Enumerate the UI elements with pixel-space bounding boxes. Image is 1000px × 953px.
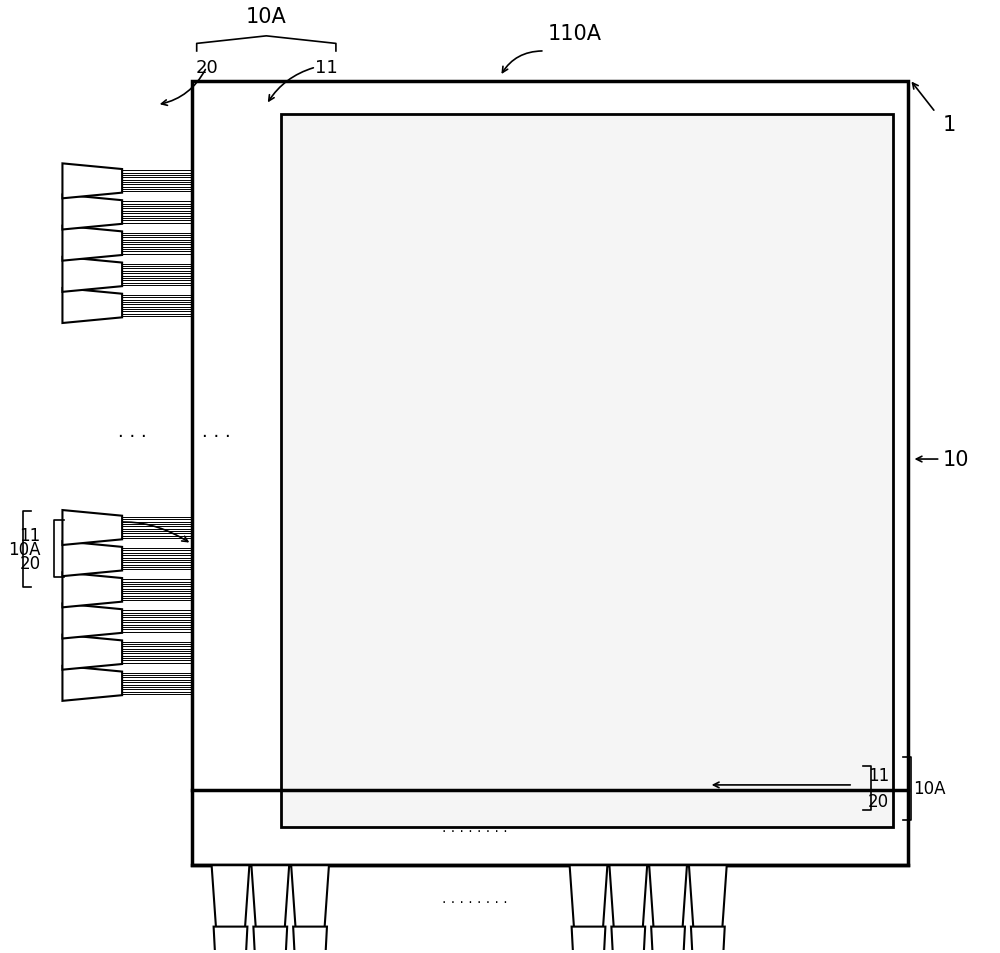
Text: 10A: 10A (8, 540, 40, 558)
Polygon shape (62, 164, 122, 199)
Polygon shape (291, 865, 329, 936)
Polygon shape (62, 289, 122, 324)
Polygon shape (62, 666, 122, 701)
Polygon shape (62, 195, 122, 231)
Polygon shape (62, 635, 122, 670)
Polygon shape (691, 926, 725, 953)
Text: . . . . . . . .: . . . . . . . . (442, 821, 508, 835)
Bar (192, 82, 908, 865)
Polygon shape (651, 926, 685, 953)
Polygon shape (62, 604, 122, 639)
Polygon shape (214, 926, 247, 953)
Polygon shape (62, 257, 122, 293)
Polygon shape (609, 865, 647, 936)
Text: . . .: . . . (118, 422, 146, 440)
Text: 20: 20 (19, 555, 41, 573)
Polygon shape (572, 926, 605, 953)
Text: 110A: 110A (548, 25, 602, 45)
Polygon shape (62, 227, 122, 261)
Polygon shape (62, 573, 122, 608)
Text: 10A: 10A (913, 780, 945, 798)
Text: 10: 10 (943, 450, 969, 470)
Text: 20: 20 (195, 58, 218, 76)
Text: 11: 11 (868, 766, 889, 784)
Polygon shape (293, 926, 327, 953)
Polygon shape (62, 511, 122, 545)
Text: . . .: . . . (202, 422, 231, 440)
Polygon shape (649, 865, 687, 936)
Polygon shape (689, 865, 727, 936)
Text: 10A: 10A (246, 8, 287, 28)
Polygon shape (570, 865, 607, 936)
Text: 1: 1 (943, 114, 956, 134)
Polygon shape (253, 926, 287, 953)
Text: 11: 11 (19, 526, 41, 544)
Polygon shape (251, 865, 289, 936)
Text: . . . . . . . .: . . . . . . . . (442, 891, 508, 905)
Polygon shape (62, 541, 122, 577)
Text: 11: 11 (315, 58, 337, 76)
Text: 20: 20 (868, 792, 889, 810)
Polygon shape (611, 926, 645, 953)
Bar (281, 115, 893, 827)
Polygon shape (212, 865, 249, 936)
